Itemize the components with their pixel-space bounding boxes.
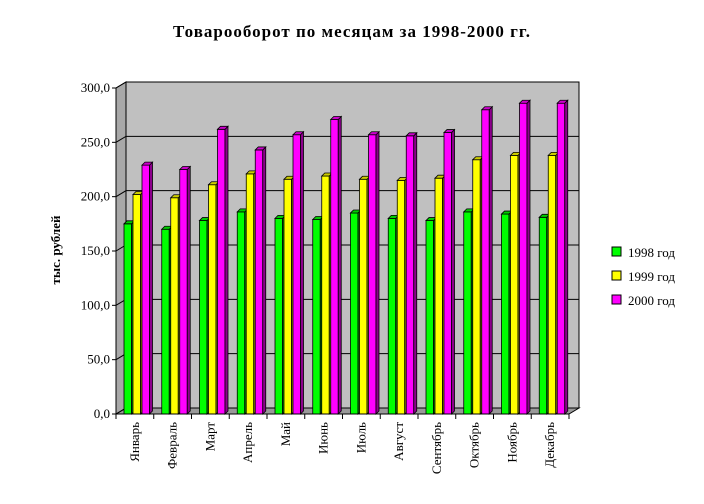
- gridline: [115, 135, 579, 143]
- x-tick-label: Апрель: [240, 422, 255, 463]
- gridline: [115, 81, 579, 89]
- x-tick-label: Май: [278, 422, 293, 446]
- legend-swatch: [611, 294, 622, 305]
- y-tick-label: 150,0: [81, 243, 110, 258]
- bar: [443, 128, 456, 415]
- legend-swatch: [611, 270, 622, 281]
- x-tick-label: Сентябрь: [429, 422, 444, 474]
- axes: [112, 87, 570, 419]
- bar: [480, 105, 494, 415]
- bar: [254, 145, 267, 415]
- legend-item: 1999 год: [611, 269, 675, 284]
- bars: [123, 99, 569, 415]
- x-tick-label: Июнь: [316, 422, 331, 454]
- legend-swatch: [611, 246, 622, 257]
- y-tick-label: 0,0: [94, 406, 110, 421]
- bar: [556, 99, 569, 415]
- x-tick-label: Ноябрь: [504, 422, 519, 463]
- legend: 1998 год 1999 год 2000 год: [611, 245, 675, 308]
- y-tick-labels: 0,0 50,0 100,0 150,0 200,0 250,0 300,0: [81, 80, 110, 421]
- x-tick-label: Август: [391, 422, 406, 461]
- bar: [178, 165, 192, 415]
- bar: [518, 99, 531, 415]
- x-tick-label: Октябрь: [467, 422, 482, 468]
- x-tick-label: Июль: [353, 422, 368, 453]
- gridline: [115, 190, 579, 198]
- legend-label: 1999 год: [628, 269, 675, 284]
- x-tick-label: Март: [202, 422, 217, 452]
- y-tick-label: 200,0: [81, 189, 110, 204]
- y-tick-label: 100,0: [81, 297, 110, 312]
- x-tick-label: Декабрь: [542, 422, 557, 468]
- y-axis-label: тыс. рублей: [48, 215, 63, 284]
- bar: [405, 131, 418, 415]
- y-tick-label: 300,0: [81, 80, 110, 95]
- y-tick-label: 50,0: [87, 352, 110, 367]
- x-tick-label: Февраль: [165, 422, 180, 469]
- legend-item: 1998 год: [611, 245, 675, 260]
- x-tick-label: Январь: [127, 422, 142, 462]
- legend-label: 1998 год: [628, 245, 675, 260]
- bar: [329, 115, 343, 415]
- y-tick-label: 250,0: [81, 134, 110, 149]
- bar: [292, 130, 305, 415]
- legend-label: 2000 год: [628, 293, 675, 308]
- legend-item: 2000 год: [611, 293, 675, 308]
- chart-title: Товарооборот по месяцам за 1998-2000 гг.: [173, 22, 531, 41]
- bar: [141, 161, 154, 415]
- x-tick-labels: Январь Февраль Март Апрель Май Июнь Июль Август…: [127, 422, 557, 474]
- bar: [367, 130, 380, 415]
- bar: [216, 125, 229, 415]
